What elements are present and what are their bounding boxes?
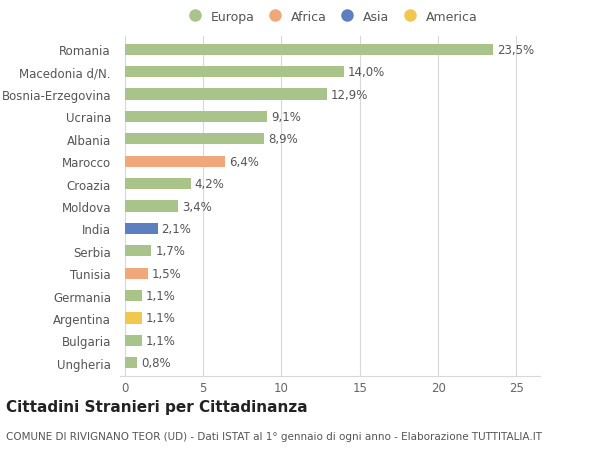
Bar bbox=[125, 313, 142, 324]
Text: 23,5%: 23,5% bbox=[497, 44, 534, 56]
Bar bbox=[125, 201, 178, 212]
Text: 3,4%: 3,4% bbox=[182, 200, 212, 213]
Bar bbox=[125, 89, 327, 101]
Text: 4,2%: 4,2% bbox=[194, 178, 224, 190]
Bar bbox=[125, 134, 264, 145]
Legend: Europa, Africa, Asia, America: Europa, Africa, Asia, America bbox=[182, 11, 478, 24]
Bar bbox=[125, 156, 225, 168]
Text: 14,0%: 14,0% bbox=[348, 66, 385, 79]
Text: 0,8%: 0,8% bbox=[141, 357, 171, 369]
Bar bbox=[125, 179, 191, 190]
Text: 1,1%: 1,1% bbox=[146, 312, 176, 325]
Bar bbox=[125, 246, 151, 257]
Text: 1,1%: 1,1% bbox=[146, 290, 176, 302]
Bar bbox=[125, 268, 148, 279]
Text: 8,9%: 8,9% bbox=[268, 133, 298, 146]
Bar bbox=[125, 224, 158, 235]
Text: 1,1%: 1,1% bbox=[146, 334, 176, 347]
Text: 12,9%: 12,9% bbox=[331, 88, 368, 101]
Bar bbox=[125, 358, 137, 369]
Text: COMUNE DI RIVIGNANO TEOR (UD) - Dati ISTAT al 1° gennaio di ogni anno - Elaboraz: COMUNE DI RIVIGNANO TEOR (UD) - Dati IST… bbox=[6, 431, 542, 442]
Bar bbox=[125, 67, 344, 78]
Bar bbox=[125, 112, 268, 123]
Bar bbox=[125, 45, 493, 56]
Text: 2,1%: 2,1% bbox=[161, 223, 191, 235]
Text: Cittadini Stranieri per Cittadinanza: Cittadini Stranieri per Cittadinanza bbox=[6, 399, 308, 414]
Text: 1,7%: 1,7% bbox=[155, 245, 185, 257]
Text: 1,5%: 1,5% bbox=[152, 267, 182, 280]
Bar bbox=[125, 335, 142, 346]
Bar bbox=[125, 291, 142, 302]
Text: 6,4%: 6,4% bbox=[229, 156, 259, 168]
Text: 9,1%: 9,1% bbox=[271, 111, 301, 123]
